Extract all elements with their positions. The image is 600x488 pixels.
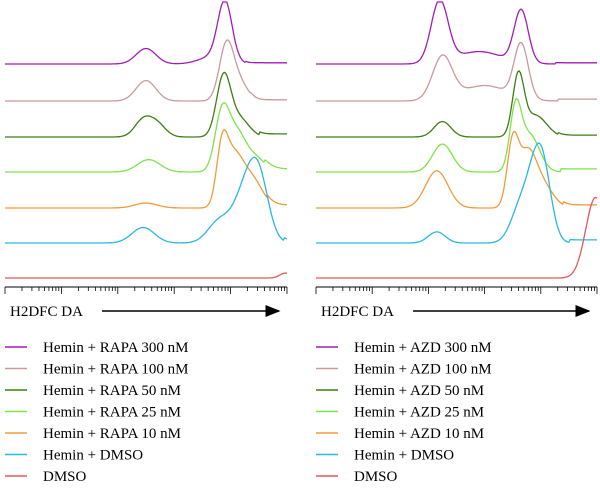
legend-label: DMSO	[43, 469, 87, 483]
legend-label: Hemin + AZD 50 nM	[354, 383, 484, 399]
histogram-trace	[316, 142, 597, 244]
histogram-trace	[5, 272, 288, 279]
x-axis-label: H2DFC DA	[321, 304, 394, 320]
histogram-trace	[5, 101, 287, 173]
histogram-trace	[5, 71, 287, 138]
histogram-trace	[316, 69, 597, 138]
histogram-trace	[316, 97, 597, 173]
x-axis-label: H2DFC DA	[10, 304, 83, 320]
histogram-trace	[316, 41, 597, 102]
histogram-trace	[316, 196, 598, 279]
histogram-trace	[5, 128, 287, 209]
histogram-trace	[316, 130, 597, 209]
x-axis-ticks	[315, 287, 598, 294]
legend-label: Hemin + RAPA 25 nM	[43, 405, 181, 421]
legend-label: Hemin + AZD 300 nM	[354, 340, 492, 356]
histogram-trace	[5, 156, 288, 244]
legend-label: Hemin + DMSO	[354, 448, 454, 464]
legend-label: Hemin + RAPA 100 nM	[43, 362, 188, 378]
x-axis-ticks	[4, 287, 288, 294]
legend-label: Hemin + DMSO	[43, 448, 143, 464]
legend-label: Hemin + AZD 10 nM	[354, 426, 484, 442]
legend-label: Hemin + RAPA 10 nM	[43, 426, 181, 442]
panel-azd: H2DFC DA Hemin + AZD 300 nM Hemin + AZD 10…	[315, 1, 598, 485]
legend-label: DMSO	[354, 469, 398, 483]
legend-label: Hemin + AZD 100 nM	[354, 362, 492, 378]
histogram-trace	[5, 1, 287, 65]
legend-label: Hemin + AZD 25 nM	[354, 405, 484, 421]
panel-rapa: H2DFC DA Hemin + RAPA 300 nM Hemin + RAPA …	[4, 1, 288, 485]
histogram-trace	[5, 39, 287, 102]
legend-label: Hemin + RAPA 300 nM	[43, 340, 188, 356]
legend-label: Hemin + RAPA 50 nM	[43, 383, 181, 399]
histogram-trace	[316, 1, 597, 65]
